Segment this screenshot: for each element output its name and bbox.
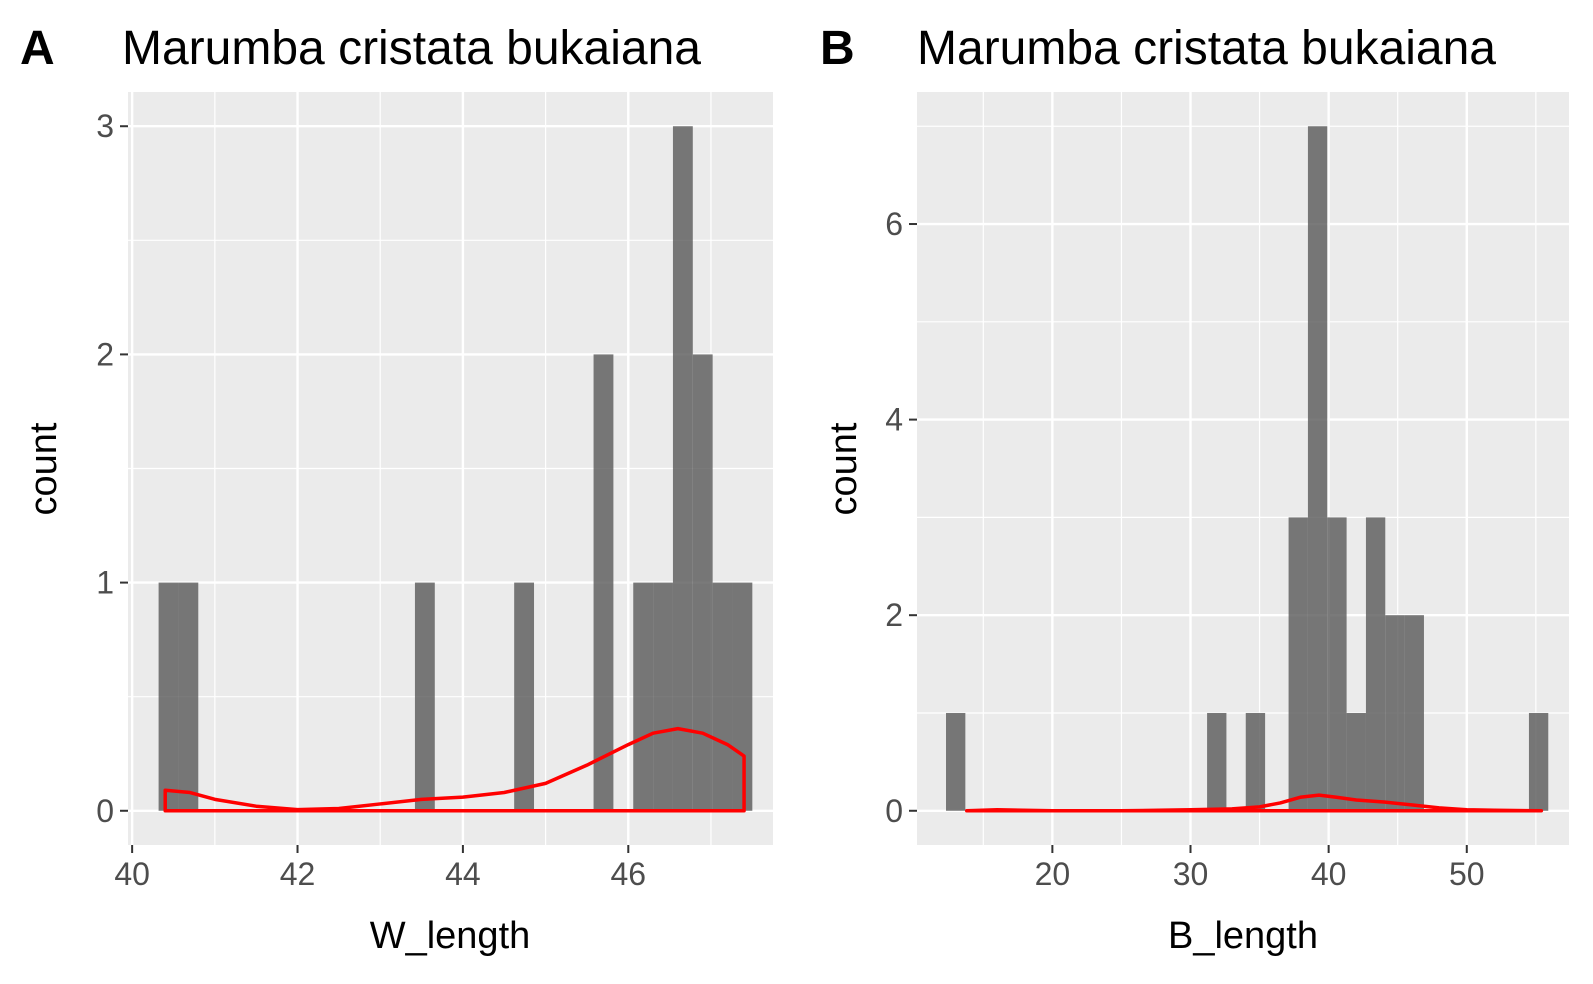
panel-b-density-curve <box>964 793 1544 813</box>
panel-a-x-tick-label: 44 <box>445 856 481 892</box>
panel-b-histogram-bar <box>1528 712 1549 811</box>
panel-b-x-tick-label: 50 <box>1449 856 1485 892</box>
panel-a-histogram-bar <box>158 582 179 811</box>
panel-a-y-axis-title: count <box>23 422 65 515</box>
panel-b-histogram-bar <box>1207 712 1227 811</box>
panel-a-title: Marumba cristata bukaiana <box>122 22 701 75</box>
panel-a-histogram-bar <box>653 582 673 811</box>
panel-b-y-tick-label: 4 <box>885 402 903 438</box>
panel-a-axis-ticks: 40 42 44 46 0 1 2 3 <box>96 108 646 892</box>
panel-b-bars <box>946 126 1549 811</box>
panel-a-histogram-bar <box>178 582 199 811</box>
panel-b-y-tick-label: 0 <box>885 793 903 829</box>
panel-a-x-tick-label: 42 <box>280 856 316 892</box>
panel-a: A Marumba cristata bukaiana 40 42 44 46 0 1 2 3… <box>20 22 773 957</box>
panel-a-histogram-bar <box>692 354 713 811</box>
panel-b-histogram-bar <box>1385 615 1405 811</box>
panel-b-y-tick-label: 6 <box>885 206 903 242</box>
panel-b-histogram-bar <box>1365 517 1386 811</box>
panel-b-label: B <box>820 22 855 75</box>
panel-a-y-tick-label: 0 <box>96 793 114 829</box>
panel-a-gridlines <box>128 92 773 845</box>
panel-b-histogram-bar <box>1288 517 1308 811</box>
panel-a-x-tick-label: 40 <box>114 856 150 892</box>
panel-b-histogram-bar <box>1404 615 1424 811</box>
panel-b-y-axis-title: count <box>823 422 865 515</box>
panel-a-x-tick-label: 46 <box>610 856 646 892</box>
panel-b-title: Marumba cristata bukaiana <box>917 22 1496 75</box>
panel-a-histogram-bar <box>593 354 614 811</box>
panel-a-label: A <box>20 22 55 75</box>
panel-a-y-tick-label: 2 <box>96 336 114 372</box>
panel-a-x-axis-title: W_length <box>370 915 531 957</box>
panel-a-density-curve <box>163 726 746 813</box>
panel-b-axis-ticks: 20 30 40 50 0 2 4 6 <box>885 206 1484 892</box>
panel-b-y-tick-label: 2 <box>885 597 903 633</box>
panel-b-histogram-bar <box>946 712 966 811</box>
panel-b-x-tick-label: 40 <box>1311 856 1347 892</box>
panel-a-histogram-bar <box>414 582 435 811</box>
panel-a-histogram-bar <box>514 582 535 811</box>
panel-b: B Marumba cristata bukaiana 20 30 40 50 0 2 4 6… <box>820 22 1569 957</box>
panel-b-histogram-bar <box>1327 517 1347 811</box>
panel-b-histogram-bar <box>1307 126 1328 811</box>
panel-b-histogram-bar <box>1245 712 1266 811</box>
panel-a-bars <box>158 126 753 811</box>
panel-a-histogram-bar <box>633 582 654 811</box>
panel-b-x-tick-label: 30 <box>1173 856 1209 892</box>
panel-a-histogram-bar <box>732 582 753 811</box>
panel-a-histogram-bar <box>672 126 693 811</box>
panel-b-histogram-bar <box>1346 712 1366 811</box>
panel-b-plot-background <box>917 92 1569 845</box>
panel-b-x-tick-label: 20 <box>1035 856 1071 892</box>
panel-a-histogram-bar <box>712 582 733 811</box>
panel-b-x-axis-title: B_length <box>1168 915 1318 957</box>
panel-a-y-tick-label: 1 <box>96 565 114 601</box>
panel-a-y-tick-label: 3 <box>96 108 114 144</box>
